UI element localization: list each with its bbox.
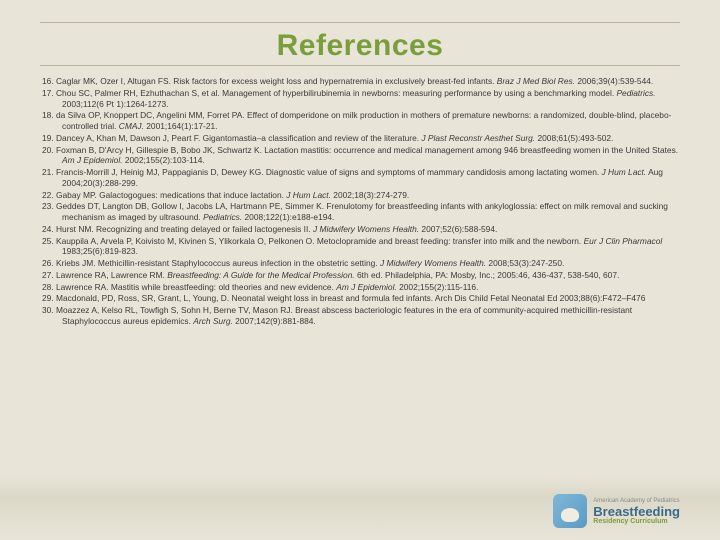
reference-item: 22. Gabay MP. Galactogogues: medications… bbox=[42, 190, 680, 201]
reference-item: 20. Foxman B, D'Arcy H, Gillespie B, Bob… bbox=[42, 145, 680, 167]
reference-journal: Am J Epidemiol. bbox=[336, 282, 397, 292]
reference-journal: Arch Surg. bbox=[193, 316, 233, 326]
logo-sub: Residency Curriculum bbox=[593, 518, 680, 525]
reference-item: 24. Hurst NM. Recognizing and treating d… bbox=[42, 224, 680, 235]
footer-logo: American Academy of Pediatrics Breastfee… bbox=[553, 494, 680, 528]
reference-item: 29. Macdonald, PD, Ross, SR, Grant, L, Y… bbox=[42, 293, 680, 304]
reference-journal: Braz J Med Biol Res. bbox=[497, 76, 575, 86]
reference-item: 26. Kriebs JM. Methicillin-resistant Sta… bbox=[42, 258, 680, 269]
logo-main: Breastfeeding bbox=[593, 505, 680, 518]
reference-item: 19. Dancey A, Khan M, Dawson J, Peart F.… bbox=[42, 133, 680, 144]
page-title: References bbox=[40, 29, 680, 63]
reference-journal: J Midwifery Womens Health. bbox=[313, 224, 419, 234]
reference-journal: J Plast Reconstr Aesthet Surg. bbox=[421, 133, 535, 143]
reference-journal: J Hum Lact. bbox=[286, 190, 331, 200]
reference-journal: J Hum Lact. bbox=[602, 167, 647, 177]
reference-item: 25. Kauppila A, Arvela P, Koivisto M, Ki… bbox=[42, 236, 680, 258]
reference-list: 16. Caglar MK, Ozer I, Altugan FS. Risk … bbox=[40, 76, 680, 327]
reference-journal: CMAJ. bbox=[119, 121, 144, 131]
reference-item: 18. da Silva OP, Knoppert DC, Angelini M… bbox=[42, 110, 680, 132]
title-divider bbox=[40, 65, 680, 66]
slide: References 16. Caglar MK, Ozer I, Altuga… bbox=[0, 0, 720, 540]
reference-journal: Am J Epidemiol. bbox=[62, 155, 123, 165]
logo-text: American Academy of Pediatrics Breastfee… bbox=[593, 498, 680, 525]
reference-item: 17. Chou SC, Palmer RH, Ezhuthachan S, e… bbox=[42, 88, 680, 110]
reference-journal: Pediatrics. bbox=[616, 88, 655, 98]
reference-journal: Pediatrics. bbox=[203, 212, 242, 222]
reference-journal: Eur J Clin Pharmacol bbox=[584, 236, 663, 246]
reference-journal: J Midwifery Womens Health. bbox=[380, 258, 486, 268]
logo-badge-icon bbox=[553, 494, 587, 528]
reference-item: 21. Francis-Morrill J, Heinig MJ, Pappag… bbox=[42, 167, 680, 189]
reference-item: 23. Geddes DT, Langton DB, Gollow I, Jac… bbox=[42, 201, 680, 223]
reference-item: 30. Moazzez A, Kelso RL, Towfigh S, Sohn… bbox=[42, 305, 680, 327]
reference-item: 16. Caglar MK, Ozer I, Altugan FS. Risk … bbox=[42, 76, 680, 87]
reference-journal: Breastfeeding: A Guide for the Medical P… bbox=[167, 270, 354, 280]
reference-item: 28. Lawrence RA. Mastitis while breastfe… bbox=[42, 282, 680, 293]
reference-item: 27. Lawrence RA, Lawrence RM. Breastfeed… bbox=[42, 270, 680, 281]
logo-org: American Academy of Pediatrics bbox=[593, 498, 680, 504]
top-rule bbox=[40, 22, 680, 23]
